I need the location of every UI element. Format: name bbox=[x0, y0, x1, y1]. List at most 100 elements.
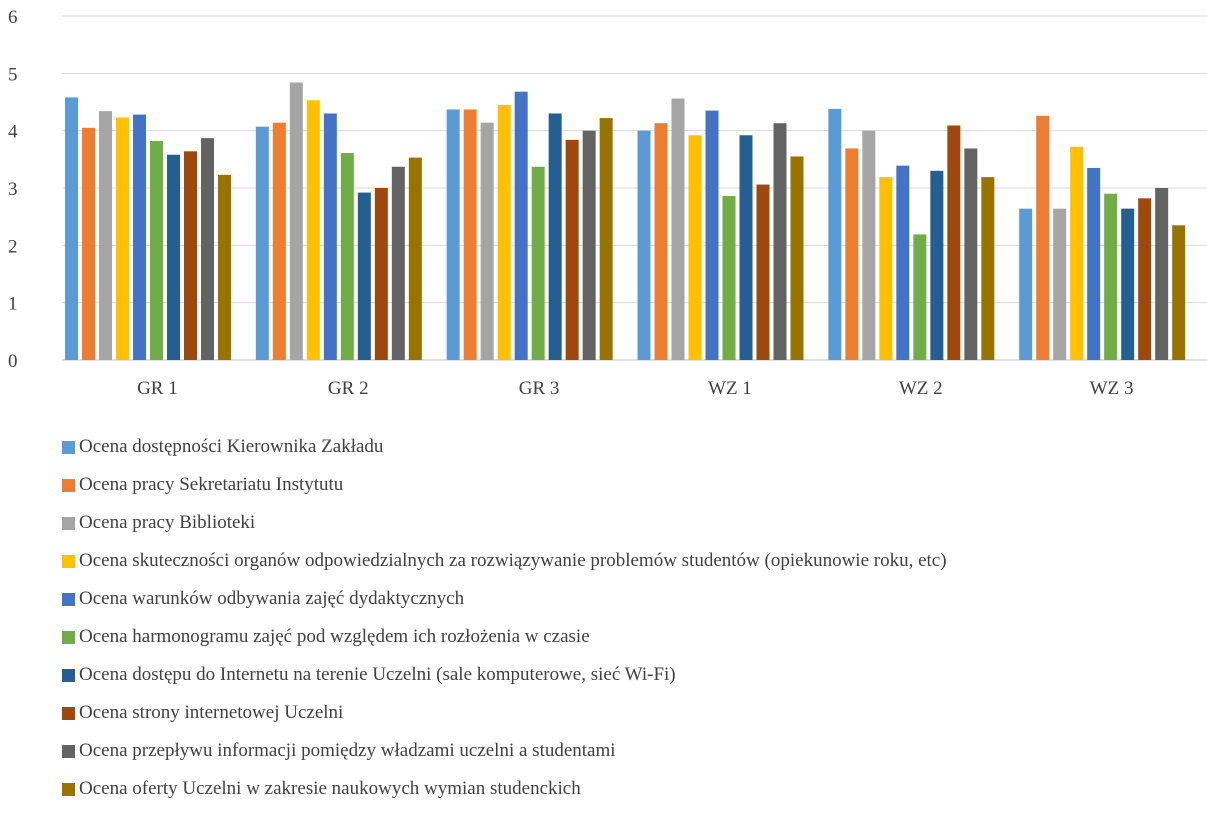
bar bbox=[1019, 208, 1033, 360]
legend-swatch bbox=[62, 706, 75, 720]
bar bbox=[497, 104, 511, 360]
bar bbox=[463, 109, 477, 360]
bar bbox=[357, 192, 371, 360]
bar bbox=[340, 153, 354, 360]
legend-item: Ocena oferty Uczelni w zakresie naukowyc… bbox=[62, 770, 947, 808]
legend-swatch bbox=[62, 744, 75, 758]
legend-label: Ocena dostępności Kierownika Zakładu bbox=[79, 436, 384, 457]
legend-item: Ocena dostępności Kierownika Zakładu bbox=[62, 428, 947, 466]
bar bbox=[116, 117, 129, 360]
bar bbox=[862, 130, 876, 360]
bar bbox=[828, 108, 842, 360]
bar bbox=[150, 140, 163, 360]
bar bbox=[201, 138, 214, 360]
bar bbox=[374, 188, 388, 360]
bar bbox=[705, 110, 719, 360]
bar bbox=[323, 113, 337, 360]
bar bbox=[514, 91, 528, 361]
y-tick-label: 0 bbox=[8, 351, 18, 372]
legend-label: Ocena skuteczności organów odpowiedzialn… bbox=[79, 550, 947, 571]
x-tick-label: WZ 3 bbox=[1090, 378, 1134, 399]
chart-legend: Ocena dostępności Kierownika Zakładu Ocen… bbox=[62, 428, 947, 808]
bar bbox=[1104, 193, 1118, 360]
x-tick-label: GR 3 bbox=[519, 378, 560, 399]
legend-swatch bbox=[62, 440, 75, 454]
bar bbox=[688, 135, 702, 360]
bar bbox=[306, 100, 320, 360]
legend-label: Ocena warunków odbywania zajęć dydaktycz… bbox=[79, 588, 465, 609]
legend-label: Ocena przepływu informacji pomiędzy wład… bbox=[79, 740, 616, 761]
y-tick-label: 1 bbox=[8, 294, 18, 315]
legend-item: Ocena warunków odbywania zajęć dydaktycz… bbox=[62, 580, 947, 618]
x-tick-label: WZ 2 bbox=[899, 378, 943, 399]
bar bbox=[913, 234, 927, 360]
bar bbox=[1138, 198, 1152, 360]
bar bbox=[1053, 208, 1067, 360]
legend-label: Ocena harmonogramu zajęć pod względem ic… bbox=[79, 626, 590, 647]
bar bbox=[1087, 167, 1101, 360]
bar bbox=[548, 113, 562, 360]
bar bbox=[964, 148, 978, 360]
bar bbox=[82, 127, 95, 360]
bar bbox=[879, 177, 893, 360]
legend-swatch bbox=[62, 782, 75, 796]
legend-label: Ocena dostępu do Internetu na terenie Uc… bbox=[79, 664, 676, 685]
bar bbox=[446, 109, 460, 360]
bar bbox=[565, 139, 579, 360]
bar bbox=[981, 177, 995, 360]
bar bbox=[947, 125, 961, 360]
legend-swatch bbox=[62, 630, 75, 644]
bar bbox=[218, 174, 231, 360]
legend-swatch bbox=[62, 592, 75, 606]
bar bbox=[930, 170, 944, 360]
legend-label: Ocena oferty Uczelni w zakresie naukowyc… bbox=[79, 778, 581, 799]
bar bbox=[408, 157, 422, 360]
bar bbox=[582, 130, 596, 360]
bar bbox=[480, 122, 494, 360]
bar bbox=[739, 135, 753, 360]
bar bbox=[845, 148, 859, 360]
legend-swatch bbox=[62, 516, 75, 530]
bar-chart-plot: 0 1 2 3 4 5 6 GR 1 GR 2 GR 3 WZ 1 WZ 2 WZ 3 bbox=[8, 7, 1207, 399]
bar bbox=[391, 166, 405, 360]
bar bbox=[1036, 115, 1050, 360]
legend-swatch bbox=[62, 478, 75, 492]
legend-item: Ocena pracy Sekretariatu Instytutu bbox=[62, 466, 947, 504]
legend-swatch bbox=[62, 668, 75, 682]
bar bbox=[65, 97, 78, 360]
y-tick-label: 3 bbox=[8, 179, 18, 200]
legend-item: Ocena harmonogramu zajęć pod względem ic… bbox=[62, 618, 947, 656]
bar bbox=[896, 165, 910, 360]
bar bbox=[790, 156, 804, 360]
bar bbox=[599, 118, 613, 360]
bar bbox=[722, 196, 736, 360]
bar bbox=[255, 126, 269, 360]
bar bbox=[1172, 225, 1186, 360]
bar bbox=[654, 123, 668, 360]
bar bbox=[99, 111, 112, 360]
bar bbox=[637, 130, 651, 360]
y-tick-label: 5 bbox=[8, 64, 18, 85]
bar bbox=[773, 123, 787, 360]
bar bbox=[1070, 146, 1084, 360]
legend-item: Ocena skuteczności organów odpowiedzialn… bbox=[62, 542, 947, 580]
bar bbox=[1121, 208, 1135, 360]
bar bbox=[1155, 188, 1169, 360]
legend-item: Ocena dostępu do Internetu na terenie Uc… bbox=[62, 656, 947, 694]
legend-swatch bbox=[62, 554, 75, 568]
legend-item: Ocena przepływu informacji pomiędzy wład… bbox=[62, 732, 947, 770]
x-tick-label: WZ 1 bbox=[708, 378, 752, 399]
y-tick-label: 2 bbox=[8, 236, 18, 257]
bar bbox=[671, 98, 685, 360]
bar bbox=[167, 154, 180, 360]
bar bbox=[184, 151, 197, 360]
legend-label: Ocena pracy Biblioteki bbox=[79, 512, 256, 533]
legend-item: Ocena strony internetowej Uczelni bbox=[62, 694, 947, 732]
legend-label: Ocena strony internetowej Uczelni bbox=[79, 702, 344, 723]
bar bbox=[531, 166, 545, 360]
bar bbox=[133, 114, 146, 360]
bar bbox=[272, 122, 286, 360]
legend-label: Ocena pracy Sekretariatu Instytutu bbox=[79, 474, 344, 495]
x-tick-label: GR 1 bbox=[137, 378, 178, 399]
